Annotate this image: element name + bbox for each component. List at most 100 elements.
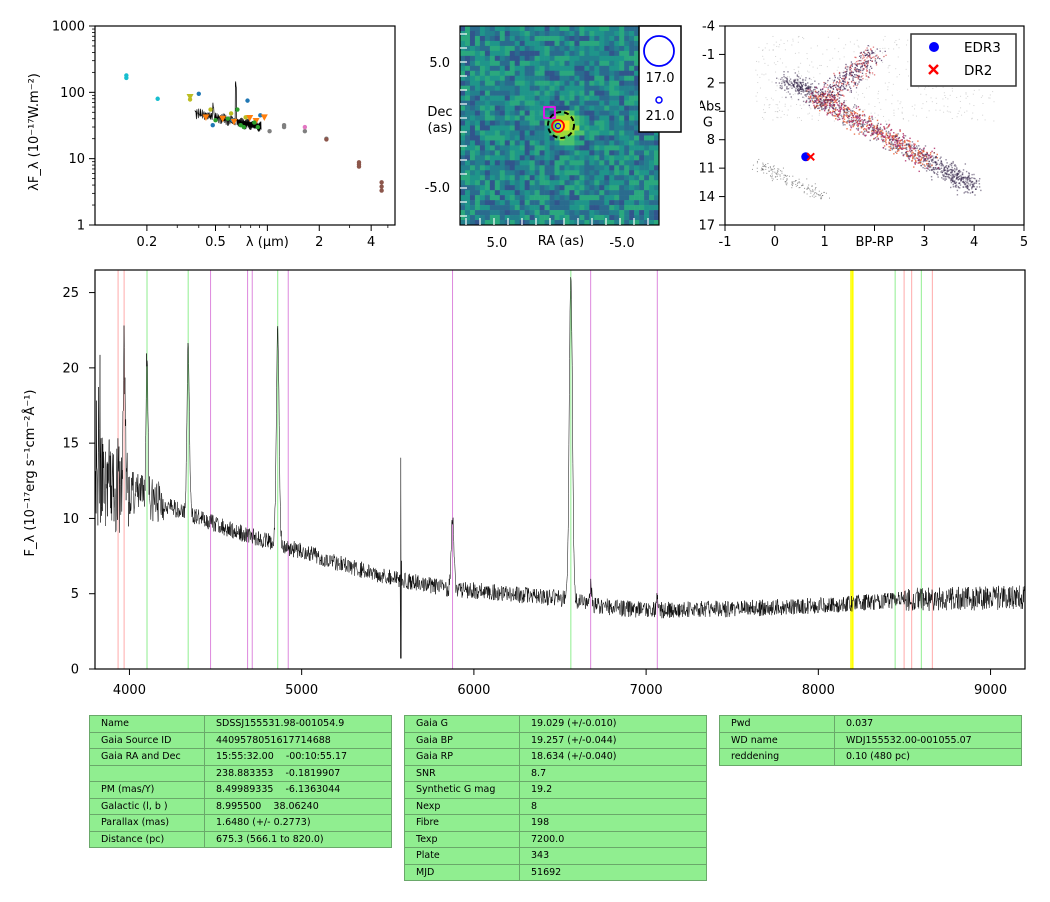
spec-ytick-label: 20 <box>62 361 79 376</box>
spec-ytick-label: 0 <box>71 663 79 678</box>
table-key: Name <box>89 715 205 733</box>
table-key: Galactic (l, b ) <box>89 797 205 815</box>
sed-point <box>302 128 308 134</box>
table-value: 19.257 (+/-0.044) <box>519 731 707 749</box>
table-key: Gaia G <box>404 715 520 733</box>
sed-xtick-label: λ (μm) <box>246 235 289 250</box>
sed-point <box>379 180 384 185</box>
sed-point <box>219 115 227 123</box>
sed-ytick-label: 10 <box>68 152 85 167</box>
hrd-ylabel: Abs <box>700 99 721 114</box>
hrd-point-dr2 <box>806 152 815 161</box>
table-row: Gaia G 19.029 (+/-0.010) <box>404 715 707 733</box>
hrd-ytick-label: 11 <box>700 162 715 177</box>
table-key: Texp <box>404 830 520 848</box>
table-value: 0.037 <box>834 715 1022 733</box>
sed-point <box>228 111 234 116</box>
spec-xtick-label: 7000 <box>630 683 663 698</box>
table-key: Distance (pc) <box>89 830 205 848</box>
sed-point <box>186 94 194 101</box>
sed-point <box>243 115 248 120</box>
spec-ytick-label: 10 <box>62 512 79 527</box>
sed-point <box>260 114 268 121</box>
table-row: SNR 8.7 <box>404 764 707 782</box>
spec-ytick-label: 25 <box>62 286 79 301</box>
sed-ytick-label: 1000 <box>52 20 85 35</box>
table-row: reddening 0.10 (480 pc) <box>719 748 1022 766</box>
hrd-ytick-label: 8 <box>707 133 715 148</box>
img-xtick-label: -5.0 <box>609 236 634 251</box>
sed-point <box>241 124 247 130</box>
sed-point <box>230 118 238 126</box>
table-value: WDJ155532.00-001055.07 <box>834 731 1022 749</box>
table-value: 8.7 <box>519 764 707 782</box>
table-row: Synthetic G mag 19.2 <box>404 781 707 799</box>
table-key <box>89 764 205 782</box>
spectrum-line <box>94 277 1026 659</box>
sed-xtick-label: 2 <box>315 235 323 250</box>
sed-ylabel: λF_λ (10⁻¹⁷W.m⁻²) <box>27 73 42 191</box>
table-row: Distance (pc) 675.3 (566.1 to 820.0) <box>89 830 392 848</box>
table-key: Parallax (mas) <box>89 814 205 832</box>
spec-xtick-label: 5000 <box>285 683 318 698</box>
img-ylabel-line1: Dec <box>427 105 452 120</box>
table-row: Fibre 198 <box>404 814 707 832</box>
table-value: 19.029 (+/-0.010) <box>519 715 707 733</box>
table-value: 238.883353 -0.1819907 <box>204 764 392 782</box>
table-value: 51692 <box>519 863 707 881</box>
table-value: 7200.0 <box>519 830 707 848</box>
table-value: 4409578051617714688 <box>204 731 392 749</box>
table-value: SDSSJ155531.98-001054.9 <box>204 715 392 733</box>
table-value: 0.10 (480 pc) <box>834 748 1022 766</box>
sed-point <box>245 98 250 103</box>
legend-dr2: DR2 <box>964 63 992 79</box>
table-value: 675.3 (566.1 to 820.0) <box>204 830 392 848</box>
sed-point <box>281 124 287 130</box>
hrd-ylabel-line2: G <box>703 115 713 130</box>
img-aperture <box>547 111 575 139</box>
hrd-ytick-label: -1 <box>702 48 715 63</box>
table-row: Parallax (mas) 1.6480 (+/- 0.2773) <box>89 814 392 832</box>
sed-xtick-label: 4 <box>367 235 375 250</box>
table-key: MJD <box>404 863 520 881</box>
sed-chart: 1 10 100 1000 0.2 0.5 λ (μm) 2 4 λF_λ (10⁻¹⁷W.m⁻… <box>27 20 396 250</box>
hrd-xtick-label: -1 <box>719 235 732 250</box>
sed-point <box>196 91 201 97</box>
table-key: PM (mas/Y) <box>89 781 205 799</box>
sed-point <box>324 137 329 142</box>
legend-mag-21: 21.0 <box>646 109 675 124</box>
table-row: WD name WDJ155532.00-001055.07 <box>719 731 1022 749</box>
image-cutout: 5.0 -5.0 5.0 -5.0 RA (as) Dec (as) 17.0 21.… <box>425 25 682 251</box>
hrd-ytick-label: 17 <box>700 219 715 234</box>
sed-point <box>255 124 261 130</box>
sed-point <box>302 124 308 130</box>
img-xlabel: RA (as) <box>538 234 584 249</box>
table-row: Name SDSSJ155531.98-001054.9 <box>89 715 392 733</box>
table-key: Nexp <box>404 797 520 815</box>
table-row: 238.883353 -0.1819907 <box>89 764 392 782</box>
table-row: Gaia BP 19.257 (+/-0.044) <box>404 731 707 749</box>
info-table-photometry: Gaia G 19.029 (+/-0.010) Gaia BP 19.257 (+/… <box>404 715 707 881</box>
sed-point <box>356 164 362 169</box>
table-key: reddening <box>719 748 835 766</box>
table-value: 18.634 (+/-0.040) <box>519 748 707 766</box>
sed-ytick-label: 100 <box>60 86 85 101</box>
sed-point <box>208 107 213 112</box>
sed-ytick-label: 1 <box>77 219 85 234</box>
sed-point <box>379 184 384 189</box>
sed-point <box>124 75 129 81</box>
sed-point <box>246 115 254 122</box>
hrd-xtick-label: 5 <box>1020 235 1028 250</box>
table-row: Texp 7200.0 <box>404 830 707 848</box>
sed-point <box>187 97 193 102</box>
table-value: 15:55:32.00 -00:10:55.17 <box>204 748 392 766</box>
sed-point <box>379 188 384 193</box>
table-value: 19.2 <box>519 781 707 799</box>
table-key: Gaia BP <box>404 731 520 749</box>
table-key: Gaia RP <box>404 748 520 766</box>
sed-point <box>210 122 215 128</box>
spec-xtick-label: 6000 <box>457 683 490 698</box>
img-legend: 17.0 21.0 <box>638 25 682 133</box>
table-row: Gaia RA and Dec 15:55:32.00 -00:10:55.17 <box>89 748 392 766</box>
